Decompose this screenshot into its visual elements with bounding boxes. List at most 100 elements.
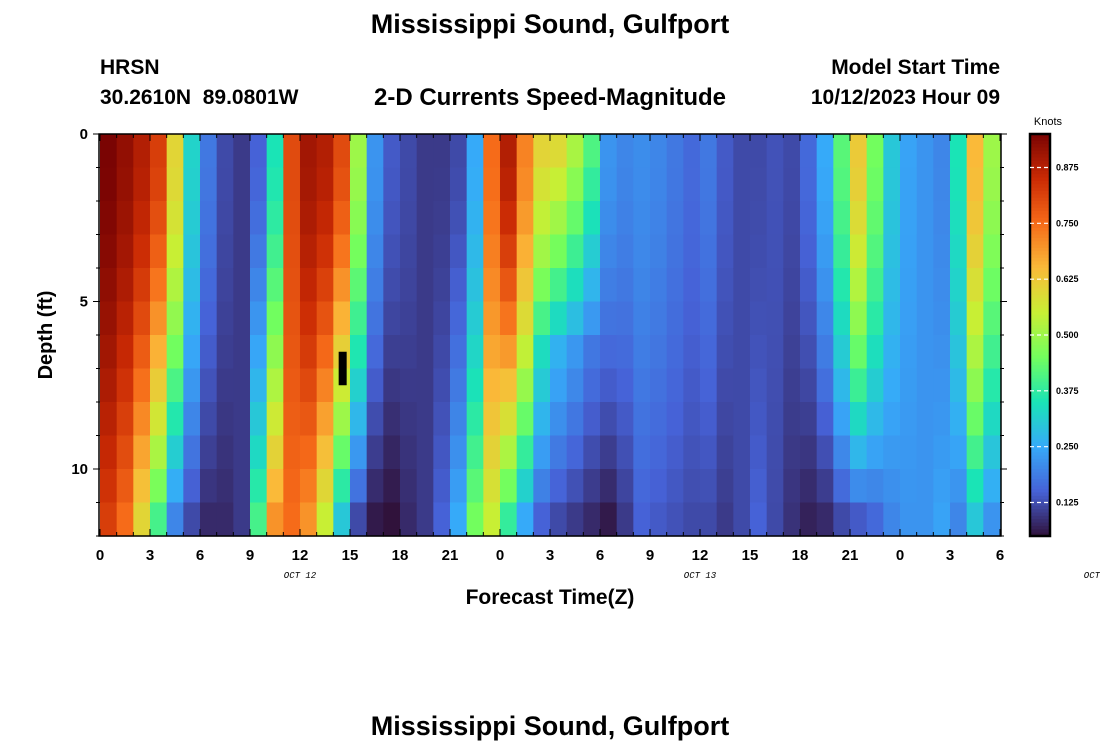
heatmap-cell	[966, 435, 984, 470]
heatmap-cell	[316, 402, 334, 437]
heatmap-cell	[200, 134, 218, 169]
heatmap-cell	[133, 469, 151, 504]
heatmap-cell	[166, 167, 184, 202]
heatmap-cell	[366, 301, 384, 336]
heatmap-cell	[866, 435, 884, 470]
heatmap-cell	[816, 234, 834, 269]
colorbar-swatch	[1030, 134, 1050, 138]
heatmap-cell	[416, 201, 434, 236]
heatmap-cell	[433, 167, 451, 202]
heatmap-cell	[333, 469, 351, 504]
heatmap-cell	[700, 234, 718, 269]
heatmap-cell	[950, 167, 968, 202]
heatmap-cell	[183, 301, 201, 336]
heatmap-cell	[450, 234, 468, 269]
model-start-label: Model Start Time	[831, 56, 1000, 79]
heatmap-cell	[133, 335, 151, 370]
heatmap-cell	[633, 502, 651, 537]
heatmap-cell	[900, 402, 918, 437]
heatmap-cell	[866, 335, 884, 370]
heatmap-cell	[216, 469, 234, 504]
heatmap-cell	[416, 134, 434, 169]
colorbar-swatch	[1030, 375, 1050, 380]
heatmap-cell	[933, 201, 951, 236]
heatmap-cell	[650, 167, 668, 202]
heatmap-cell	[100, 335, 118, 370]
colorbar-swatch	[1030, 164, 1050, 168]
heatmap-cell	[716, 335, 734, 370]
heatmap-cell	[950, 368, 968, 403]
heatmap-cell	[650, 301, 668, 336]
heatmap-cell	[583, 368, 601, 403]
heatmap-cell	[200, 469, 218, 504]
heatmap-cell	[350, 167, 368, 202]
colorbar-swatch	[1030, 395, 1050, 400]
heatmap-cell	[533, 234, 551, 269]
colorbar-swatch	[1030, 408, 1050, 413]
heatmap-cell	[816, 469, 834, 504]
heatmap-cell	[900, 134, 918, 169]
heatmap-cell	[250, 402, 268, 437]
heatmap-cell	[916, 502, 934, 537]
heatmap-cell	[150, 368, 168, 403]
heatmap-cell	[333, 402, 351, 437]
heatmap-cell	[266, 134, 284, 169]
heatmap-cell	[766, 335, 784, 370]
heatmap-cell	[850, 167, 868, 202]
heatmap-cell	[600, 435, 618, 470]
heatmap-cell	[566, 134, 584, 169]
heatmap-cell	[716, 201, 734, 236]
heatmap-cell	[716, 134, 734, 169]
heatmap-cell	[916, 368, 934, 403]
heatmap-cell	[233, 402, 251, 437]
heatmap-cell	[900, 167, 918, 202]
heatmap-cell	[816, 435, 834, 470]
colorbar-swatch	[1030, 418, 1050, 423]
colorbar-swatch	[1030, 321, 1050, 326]
heatmap-cell	[816, 201, 834, 236]
heatmap-cell	[233, 234, 251, 269]
heatmap-cell	[733, 167, 751, 202]
heatmap-cell	[250, 201, 268, 236]
heatmap-cell	[600, 201, 618, 236]
heatmap-cell	[483, 268, 501, 303]
heatmap-cell	[583, 234, 601, 269]
heatmap-cell	[983, 301, 1001, 336]
heatmap-cell	[500, 402, 518, 437]
heatmap-cell	[183, 502, 201, 537]
heatmap-cell	[400, 167, 418, 202]
colorbar-swatch	[1030, 154, 1050, 158]
heatmap-cell	[383, 201, 401, 236]
heatmap-cell	[416, 167, 434, 202]
colorbar-swatch	[1030, 365, 1050, 369]
heatmap-cell	[933, 435, 951, 470]
heatmap-cell	[983, 201, 1001, 236]
heatmap-cell	[500, 134, 518, 169]
heatmap-cell	[466, 502, 484, 537]
heatmap-cell	[416, 234, 434, 269]
heatmap-cell	[883, 201, 901, 236]
heatmap-cell	[950, 335, 968, 370]
heatmap-cell	[433, 134, 451, 169]
heatmap-cell	[533, 268, 551, 303]
heatmap-cell	[650, 402, 668, 437]
heatmap-cell	[500, 201, 518, 236]
heatmap-cell	[483, 335, 501, 370]
heatmap-cell	[983, 502, 1001, 537]
heatmap-cell	[333, 301, 351, 336]
colorbar-swatch	[1030, 197, 1050, 202]
heatmap-cell	[833, 268, 851, 303]
heatmap-cell	[750, 167, 768, 202]
colorbar-swatch	[1030, 227, 1050, 232]
colorbar-swatch	[1030, 428, 1050, 433]
x-tick-label: 18	[792, 547, 809, 564]
heatmap-cell	[800, 201, 818, 236]
heatmap-cell	[783, 201, 801, 236]
heatmap-cell	[666, 435, 684, 470]
heatmap-cell	[466, 301, 484, 336]
heatmap-cell	[866, 134, 884, 169]
x-tick-label: 18	[392, 547, 409, 564]
heatmap-cell	[416, 268, 434, 303]
heatmap-cell	[883, 435, 901, 470]
heatmap-cell	[133, 435, 151, 470]
